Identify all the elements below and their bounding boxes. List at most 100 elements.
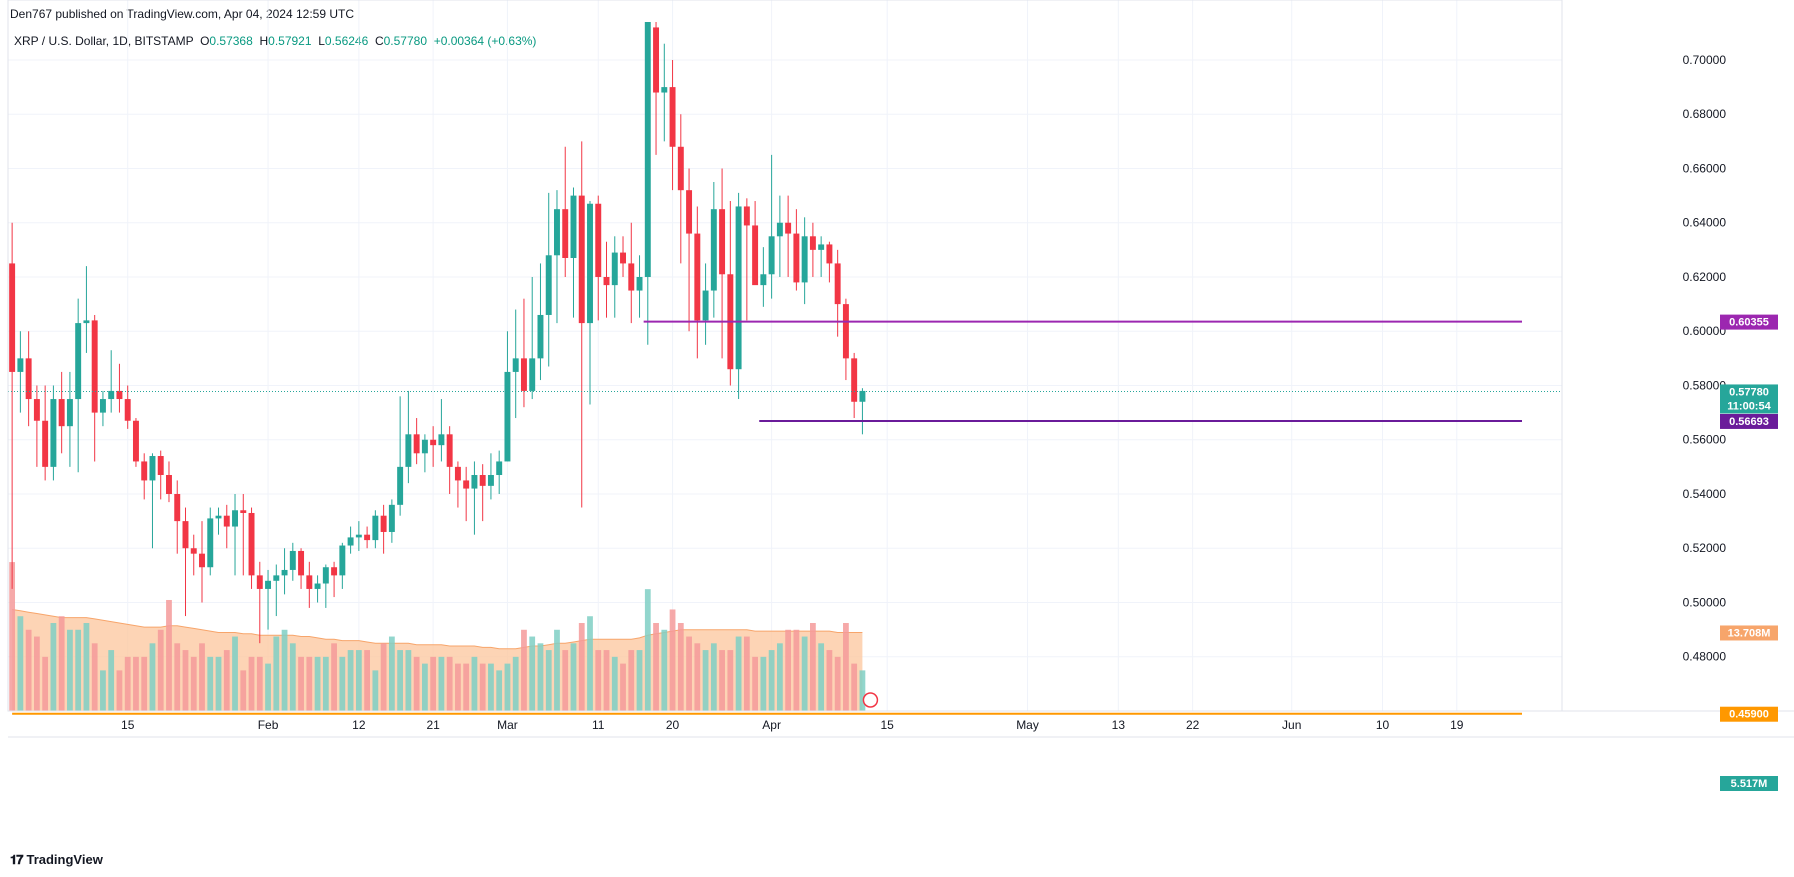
volume-bar [413, 656, 420, 711]
candle-body [801, 236, 808, 283]
volume-bar [430, 656, 437, 711]
candle-body [166, 475, 172, 494]
tradingview-logo[interactable]: 𝟏𝟕 TradingView [10, 852, 103, 868]
tradingview-logo-icon: 𝟏𝟕 [10, 852, 24, 867]
last-price-tag [1720, 384, 1778, 414]
candle-body [281, 569, 288, 576]
candle-body [223, 515, 230, 527]
volume-bar [58, 616, 65, 711]
volume-bar [611, 656, 618, 711]
candle-body [752, 225, 759, 286]
volume-bar [760, 656, 767, 711]
volume-bar [405, 650, 412, 711]
volume-bar [463, 663, 470, 711]
volume-bar [686, 636, 692, 711]
volume-bar [240, 670, 247, 711]
volume-bar [471, 656, 478, 711]
volume-bar [834, 656, 841, 711]
volume-bar [587, 616, 593, 711]
candle-body [587, 203, 593, 324]
x-tick-label: Jun [1282, 718, 1301, 732]
candle-body [487, 475, 494, 486]
volume-bar [133, 656, 139, 711]
candle-body [520, 358, 527, 391]
candle-body [677, 146, 684, 191]
price-labels: 0.60355 0.56693 0.45900 0.57780 11:00:54 13.7… [862, 314, 1778, 791]
x-tick-label: 11 [592, 718, 605, 732]
candle-body [215, 515, 222, 519]
grid [8, 0, 1562, 711]
volume-bar [719, 650, 725, 711]
candle-body [413, 434, 420, 454]
candle-body [471, 475, 478, 489]
volume-bar [9, 562, 16, 711]
volume-bar [446, 656, 453, 711]
candle-body [50, 399, 57, 467]
volume-bar [25, 629, 32, 711]
candle-body [298, 550, 305, 576]
candle-body [405, 434, 412, 467]
volume-bar [388, 636, 395, 711]
candle-body [603, 276, 610, 286]
candle-body [33, 399, 40, 421]
volume-bar [488, 663, 494, 711]
candle-body [421, 439, 428, 454]
candle-body [702, 290, 709, 321]
candle-body [529, 358, 536, 391]
volume-bar [669, 609, 676, 711]
volume-bar [75, 629, 82, 711]
candle-body [851, 358, 858, 402]
candle-body [199, 553, 205, 568]
candle-body [834, 263, 841, 305]
candle-body [496, 461, 503, 476]
volume-bar [347, 650, 354, 711]
y-tick-label: 0.54000 [1683, 487, 1727, 501]
candle-body [793, 233, 800, 283]
volume-bar [620, 663, 626, 711]
candle-body [124, 399, 131, 421]
volume-bar [496, 670, 503, 711]
volume-bar [578, 623, 585, 711]
volume-bar [694, 643, 701, 711]
legend-high: 0.57921 [268, 34, 312, 48]
candle-body [289, 550, 296, 570]
y-tick-label: 0.62000 [1683, 270, 1727, 284]
candle-body [380, 515, 387, 532]
volume-bar [562, 650, 569, 711]
candle-body [58, 399, 65, 427]
candle-body [686, 190, 693, 234]
candle-body [628, 263, 635, 291]
x-tick-label: 22 [1186, 718, 1200, 732]
candle-body [859, 390, 866, 402]
candle-body [116, 390, 123, 400]
volume-bar [306, 656, 313, 711]
candles [9, 22, 866, 644]
level-label-orange-level: 0.45900 [1729, 709, 1769, 721]
volume-bar [174, 643, 181, 711]
tradingview-brand: TradingView [26, 852, 103, 867]
volume-bar [108, 650, 115, 711]
volume-bar [529, 636, 536, 711]
volume-bar [281, 629, 288, 711]
candle-body [818, 244, 825, 250]
volume-bar [801, 636, 808, 711]
volume-bar [100, 670, 106, 711]
volume-bar [438, 656, 445, 711]
candle-body [570, 195, 577, 258]
y-tick-label: 0.70000 [1683, 53, 1727, 67]
volume-bar [116, 670, 123, 711]
volume-bar [256, 656, 263, 711]
candle-body [595, 203, 602, 277]
volume-bar [570, 643, 577, 711]
levels [8, 320, 1562, 715]
candle-body [265, 580, 272, 589]
candle-body [314, 583, 321, 589]
volume-bar [273, 636, 280, 711]
symbol-legend: XRP / U.S. Dollar, 1D, BITSTAMP O0.57368… [14, 34, 536, 48]
volume-bar [793, 629, 800, 711]
candle-body [545, 255, 552, 315]
candle-body [768, 236, 775, 275]
volume-bar [42, 656, 49, 711]
axes: 0.70000 0.68000 0.66000 0.64000 0.62000 0.600… [7, 0, 1794, 738]
